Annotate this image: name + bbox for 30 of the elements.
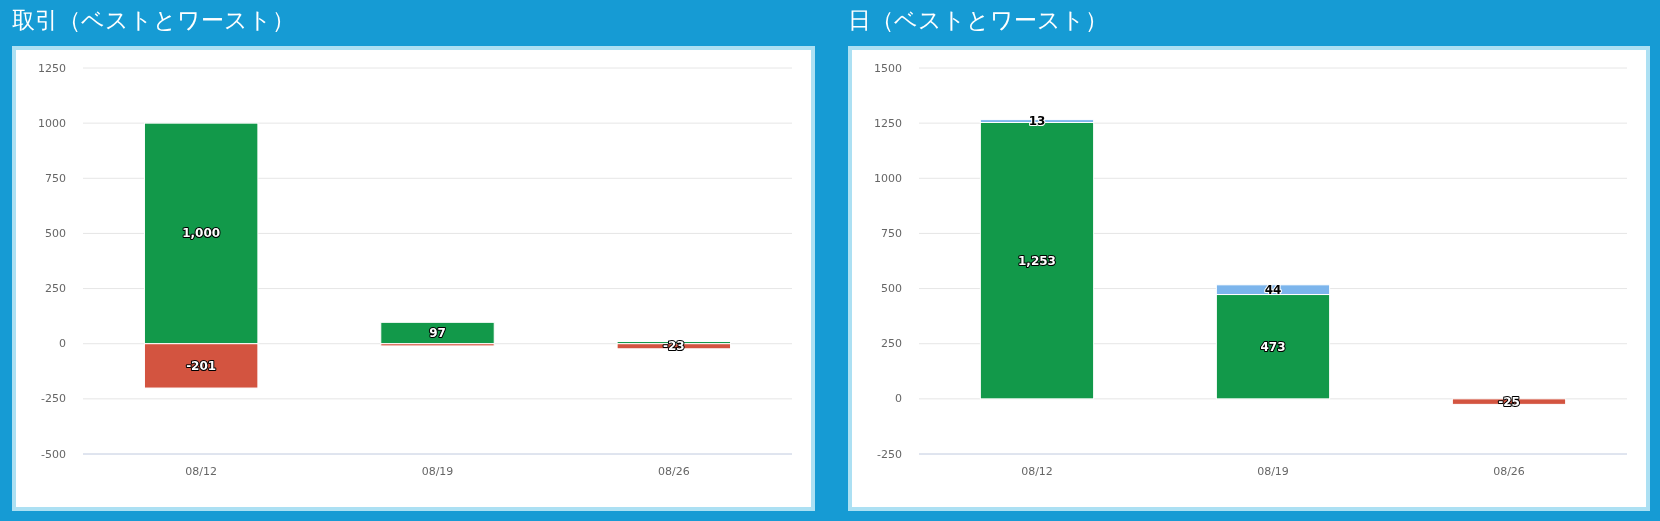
data-label: 1,000 bbox=[182, 226, 221, 241]
y-tick-label: 0 bbox=[59, 337, 66, 351]
data-label: 473 bbox=[1260, 339, 1286, 354]
data-label: 1,253 bbox=[1018, 253, 1056, 268]
y-tick-label: 1500 bbox=[874, 61, 902, 75]
chart-title: 取引（ベストとワースト） bbox=[12, 7, 295, 33]
y-tick-label: 1000 bbox=[38, 116, 66, 130]
y-tick-label: 1000 bbox=[874, 171, 902, 185]
y-tick-label: 500 bbox=[45, 226, 66, 240]
y-tick-label: 250 bbox=[45, 282, 66, 296]
y-tick-label: 750 bbox=[45, 171, 66, 185]
y-tick-label: 1250 bbox=[874, 116, 902, 130]
x-tick-label: 08/19 bbox=[421, 464, 454, 478]
y-tick-label: -250 bbox=[877, 447, 902, 461]
x-tick-label: 08/12 bbox=[185, 464, 218, 478]
chart-title: 日（ベストとワースト） bbox=[848, 7, 1108, 33]
x-tick-label: 08/26 bbox=[1493, 464, 1525, 478]
y-tick-label: -250 bbox=[41, 392, 66, 406]
x-tick-label: 08/26 bbox=[657, 464, 690, 478]
y-tick-label: 0 bbox=[895, 392, 902, 406]
y-tick-label: 750 bbox=[881, 226, 902, 240]
data-label: 97 bbox=[429, 326, 446, 341]
data-label: 44 bbox=[1264, 282, 1282, 297]
y-tick-label: 1250 bbox=[38, 61, 66, 75]
y-tick-label: 250 bbox=[881, 337, 902, 351]
y-tick-label: -500 bbox=[41, 447, 66, 461]
x-tick-label: 08/19 bbox=[1257, 464, 1289, 478]
x-tick-label: 08/12 bbox=[1021, 464, 1053, 478]
y-tick-label: 500 bbox=[881, 282, 902, 296]
data-label: -201 bbox=[186, 358, 217, 373]
